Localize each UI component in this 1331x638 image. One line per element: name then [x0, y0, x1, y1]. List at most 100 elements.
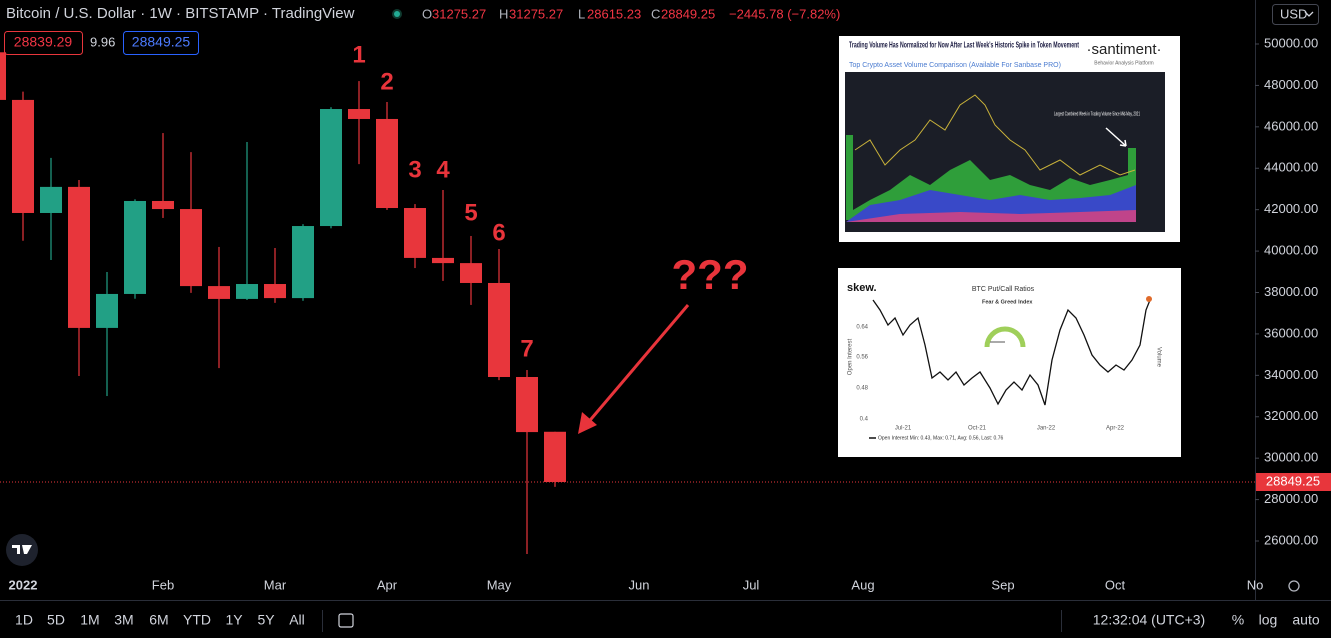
- candle-body: [292, 226, 314, 299]
- currency-caret: [1304, 11, 1314, 17]
- inset-arrow: [1105, 127, 1127, 147]
- log-toggle[interactable]: log: [1259, 612, 1278, 628]
- number-annotation: 2: [380, 68, 393, 95]
- inset-y-tick: 0.56: [856, 355, 868, 361]
- candle-body: [152, 200, 174, 210]
- y-tick-label: 40000.00: [1264, 243, 1318, 258]
- candle-body: [0, 52, 6, 100]
- symbol-title: Bitcoin / U.S. Dollar · 1W · BITSTAMP · …: [6, 5, 355, 22]
- x-tick-label: Apr: [377, 577, 398, 592]
- number-annotation: 5: [464, 199, 477, 226]
- candle-body: [488, 282, 510, 377]
- inset-y-tick: 0.48: [856, 386, 868, 392]
- x-tick-label: Aug: [851, 577, 874, 592]
- y-tick-label: 50000.00: [1264, 35, 1318, 50]
- inset-y2label: Volume: [1155, 347, 1161, 368]
- inset-subtitle: Top Crypto Asset Volume Comparison (Avai…: [849, 62, 1061, 69]
- y-tick-label: 26000.00: [1264, 532, 1318, 547]
- inset-last-dot: [1146, 296, 1152, 302]
- y-tick-label: 34000.00: [1264, 367, 1318, 382]
- inset-brand: skew.: [847, 282, 877, 294]
- logo-bg: [6, 534, 38, 566]
- status-dot: [394, 11, 400, 17]
- y-tick-label: 36000.00: [1264, 325, 1318, 340]
- candle-body: [180, 209, 202, 287]
- x-tick-label: 2022: [9, 577, 38, 592]
- x-tick-label: Jun: [629, 577, 650, 592]
- y-tick-label: 30000.00: [1264, 450, 1318, 465]
- bid-badge[interactable]: [4, 31, 83, 55]
- range-button[interactable]: 1Y: [225, 612, 243, 628]
- range-button[interactable]: 6M: [149, 612, 168, 628]
- candle-body: [544, 431, 566, 483]
- open-label: O: [422, 6, 432, 21]
- candle-body: [96, 293, 118, 328]
- inset-ylabel: Open Interest: [848, 338, 854, 375]
- range-button[interactable]: 5Y: [257, 612, 275, 628]
- plot-area: [0, 52, 1255, 555]
- date-range-icon[interactable]: [338, 613, 354, 628]
- range-button[interactable]: 1D: [15, 612, 33, 628]
- question-annotation: ???: [672, 251, 749, 298]
- inset-brand: ·santiment·: [1086, 41, 1161, 58]
- open-value: 31275.27: [432, 6, 486, 21]
- y-tick-label: 32000.00: [1264, 408, 1318, 423]
- ask-badge[interactable]: [123, 31, 199, 55]
- y-tick-label: 28000.00: [1264, 491, 1318, 506]
- inset-title: BTC Put/Call Ratios: [972, 286, 1035, 293]
- auto-toggle[interactable]: auto: [1292, 612, 1319, 628]
- range-button[interactable]: 1M: [80, 612, 99, 628]
- settings-icon[interactable]: [1288, 580, 1300, 592]
- change-value: −2445.78 (−7.82%): [729, 6, 840, 21]
- skew-inset: skew. BTC Put/Call Ratios Fear & Greed I…: [838, 268, 1181, 457]
- x-tick-label: Mar: [264, 577, 287, 592]
- close-label: C: [651, 6, 660, 21]
- candle-body: [376, 118, 398, 209]
- logo-mark: [12, 545, 32, 554]
- spread: 9.96: [90, 34, 115, 49]
- percent-toggle[interactable]: %: [1232, 612, 1244, 628]
- inset-x-tick: Oct-21: [968, 426, 987, 432]
- last-price-label: 28849.25: [1266, 473, 1320, 488]
- inset-note: Largest Combined Week in Trading Volume …: [1054, 111, 1140, 117]
- candle-body: [264, 284, 286, 299]
- range-button[interactable]: YTD: [183, 612, 211, 628]
- santiment-inset: Trading Volume Has Normalized for Now Af…: [839, 36, 1180, 242]
- range-button[interactable]: 3M: [114, 612, 133, 628]
- candle-body: [432, 257, 454, 264]
- inset-price-line: [854, 94, 1136, 176]
- clock: 12:32:04 (UTC+3): [1093, 612, 1205, 628]
- x-tick-label: Feb: [152, 577, 174, 592]
- candle-body: [40, 186, 62, 213]
- number-annotation: 4: [436, 156, 450, 183]
- candle-body: [68, 186, 90, 328]
- range-button[interactable]: All: [289, 612, 305, 628]
- ask-price: 28849.25: [132, 34, 191, 50]
- tradingview-logo: [6, 534, 38, 566]
- annotation-arrowhead: [578, 412, 597, 434]
- candle-body: [236, 284, 258, 299]
- currency-button[interactable]: [1272, 4, 1319, 25]
- candle-body: [320, 109, 342, 227]
- bid-price: 28839.29: [14, 34, 73, 50]
- number-annotation: 1: [352, 41, 365, 68]
- candle-body: [404, 208, 426, 258]
- inset-widget-title: Fear & Greed Index: [982, 299, 1033, 305]
- candle-body: [348, 109, 370, 119]
- currency: USD: [1280, 6, 1307, 21]
- low-label: L: [578, 6, 585, 21]
- low-value: 28615.23: [587, 6, 641, 21]
- inset-volume-pink: [846, 210, 1136, 222]
- x-tick-label: Sep: [991, 577, 1014, 592]
- range-button[interactable]: 5D: [47, 612, 65, 628]
- inset-y-tick: 0.64: [856, 325, 868, 331]
- inset-legend: Open Interest Min: 0.43, Max: 0.71, Avg:…: [878, 435, 1003, 441]
- candle-body: [12, 99, 34, 213]
- y-tick-label: 44000.00: [1264, 160, 1318, 175]
- inset-x-tick: Apr-22: [1106, 426, 1125, 432]
- last-price-tag: [1256, 473, 1331, 492]
- number-annotation: 7: [520, 335, 533, 362]
- number-annotation: 3: [408, 156, 421, 183]
- candle-body: [208, 286, 230, 299]
